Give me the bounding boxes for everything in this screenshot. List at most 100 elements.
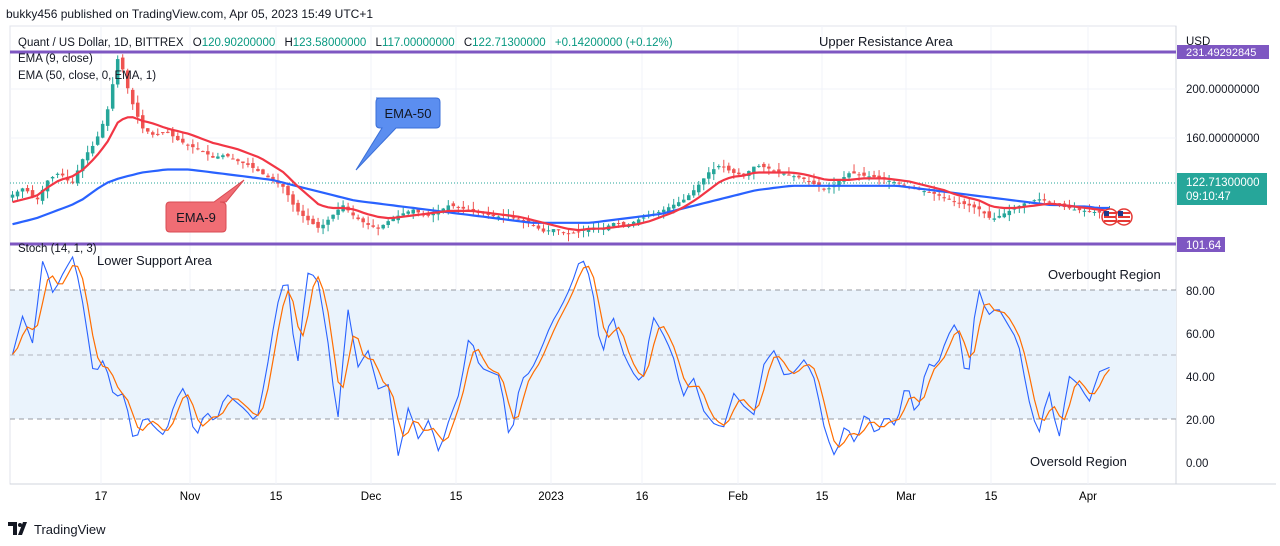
candle-body	[757, 165, 761, 167]
candle-body	[461, 206, 466, 209]
candle-body	[331, 214, 335, 219]
candle-body	[666, 207, 671, 212]
current-price-tag	[1177, 173, 1267, 205]
candle-body	[927, 191, 931, 193]
candle-body	[671, 204, 676, 209]
candle-body	[681, 199, 686, 203]
candle-body	[641, 217, 646, 219]
candle-body	[952, 201, 956, 203]
candle-body	[516, 218, 521, 220]
candle-body	[416, 208, 420, 213]
candle-body	[752, 166, 756, 173]
candle-body	[676, 202, 681, 207]
us-flag-icon[interactable]	[1101, 208, 1133, 226]
candle-body	[105, 109, 110, 126]
candle-body	[176, 135, 180, 141]
candle-countdown: 09:10:47	[1186, 191, 1231, 203]
upper-resistance-label: Upper Resistance Area	[819, 34, 953, 49]
stoch-k-line[interactable]	[11, 255, 1110, 456]
candle-body	[110, 84, 115, 109]
ema-9-line[interactable]	[12, 116, 1110, 232]
candle-body	[326, 219, 330, 225]
candle-body	[291, 194, 295, 205]
candle-body	[967, 203, 971, 206]
candle-body	[1077, 208, 1082, 211]
candle-body	[496, 216, 501, 218]
candle-body	[241, 161, 245, 164]
time-label-15-feb: 15	[816, 491, 829, 503]
stoch-d-line[interactable]	[12, 264, 1110, 448]
candle-body	[20, 188, 25, 192]
candle-body	[311, 218, 315, 225]
candle-body	[286, 186, 290, 196]
candle-body	[942, 197, 946, 199]
time-label-15-mar: 15	[985, 491, 998, 503]
candle-body	[947, 198, 951, 200]
candle-body	[772, 170, 776, 172]
candle-body	[376, 227, 380, 229]
candle-body	[256, 168, 260, 172]
candle-body	[822, 188, 826, 190]
candle-body	[301, 210, 305, 216]
candle-body	[932, 191, 936, 194]
time-label-nov: Nov	[180, 491, 201, 503]
legend-high-value: 123.58000000	[293, 37, 367, 49]
candle-body	[166, 131, 170, 133]
price-tick-200: 200.00000000	[1186, 84, 1260, 96]
candle-body	[511, 217, 516, 219]
candle-body	[1097, 210, 1102, 213]
candle-body	[777, 169, 781, 173]
time-axis[interactable]: 17 Nov 15 Dec 15 2023 16 Feb 15 Mar 15 A…	[95, 491, 1098, 503]
candle-body	[50, 176, 55, 179]
candle-body	[686, 195, 691, 201]
candle-body	[296, 202, 300, 212]
candle-body	[130, 89, 135, 105]
candle-body	[135, 102, 140, 117]
candle-body	[451, 203, 456, 207]
candle-body	[55, 173, 60, 175]
candle-body	[125, 70, 130, 89]
oversold-label: Oversold Region	[1030, 454, 1127, 469]
time-label-apr: Apr	[1079, 491, 1097, 503]
candle-body	[631, 221, 636, 226]
candle-body	[1047, 201, 1052, 203]
candle-body	[852, 171, 856, 174]
ema9-callout: EMA-9	[165, 179, 245, 233]
candle-body	[321, 224, 325, 229]
support-price-tag	[1177, 237, 1225, 252]
candle-body	[792, 176, 796, 178]
ema50-callout: EMA-50	[355, 97, 441, 171]
candle-body	[191, 144, 195, 148]
legend-ema9[interactable]: EMA (9, close)	[18, 53, 93, 65]
resistance-price-tag	[1177, 45, 1269, 59]
publish-attribution: bukky456 published on TradingView.com, A…	[6, 7, 374, 21]
candle-body	[827, 188, 831, 190]
ema50-callout-text: EMA-50	[385, 106, 432, 121]
candle-body	[216, 156, 220, 159]
legend-close-value: 122.71300000	[472, 37, 546, 49]
tradingview-footer[interactable]: TradingView	[8, 519, 106, 539]
legend-change: +0.14200000 (+0.12%)	[555, 37, 673, 49]
candle-body	[531, 225, 536, 227]
resistance-price-value: 231.49292845	[1186, 47, 1256, 59]
candle-body	[521, 219, 526, 222]
stoch-title[interactable]: Stoch (14, 1, 3)	[18, 243, 97, 255]
legend-ema50[interactable]: EMA (50, close, 0, EMA, 1)	[18, 70, 156, 82]
stoch-tick-20: 20.00	[1186, 415, 1215, 427]
tradingview-logo-icon	[8, 522, 27, 535]
candle-body	[782, 173, 786, 175]
candle-body	[351, 212, 355, 216]
candle-body	[115, 59, 120, 85]
candle-body	[236, 159, 240, 162]
current-price-value: 122.71300000	[1186, 177, 1260, 189]
ema-50-line[interactable]	[12, 168, 1110, 226]
candle-body	[361, 218, 365, 223]
candle-body	[1022, 203, 1027, 208]
candle-body	[837, 180, 841, 186]
lower-support-label: Lower Support Area	[97, 253, 213, 268]
candle-body	[316, 221, 320, 228]
candle-body	[1037, 199, 1042, 201]
candle-body	[1032, 200, 1037, 202]
candle-body	[702, 178, 706, 185]
